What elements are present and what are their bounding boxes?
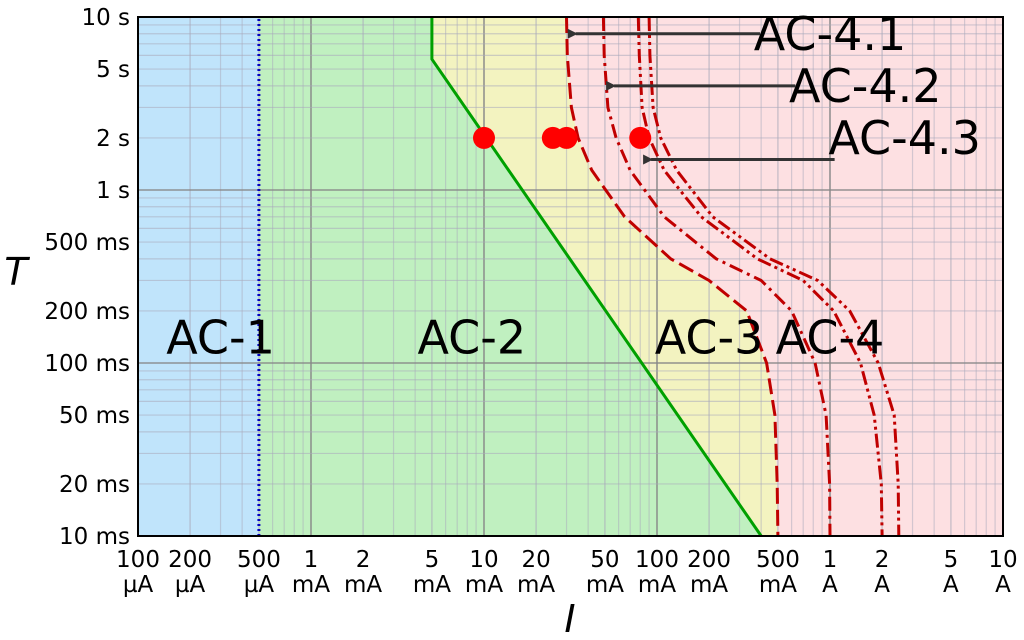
region-labels: AC-1 AC-2 AC-3 AC-4 [166,311,884,365]
x-tick-unit: µA [175,572,206,598]
region-label-ac-1: AC-1 [166,311,275,365]
x-tick-unit: µA [123,572,154,598]
region-ac-2 [258,17,762,536]
x-tick-label: 1 [823,547,838,573]
data-points [473,126,652,149]
x-tick-unit: A [874,572,890,598]
x-tick-unit: mA [465,572,503,598]
data-point [555,126,578,149]
data-point [629,126,652,149]
x-tick-unit: mA [344,572,382,598]
x-tick-label: 50 [590,547,619,573]
x-axis-label: I [564,597,575,640]
curve-label: AC-4.1 [754,7,907,61]
x-ticks: 100µA200µA500µA1mA2mA5mA10mA20mA50mA100m… [116,547,1018,598]
x-tick-label: 200 [687,547,731,573]
x-tick-unit: mA [586,572,624,598]
y-tick-label: 500 ms [44,230,130,256]
plot-frame [137,16,1004,537]
x-tick-unit: A [822,572,838,598]
x-tick-unit: A [995,572,1011,598]
x-tick-unit: mA [690,572,728,598]
region-ac-1 [138,17,259,536]
y-tick-label: 10 s [81,5,130,31]
boundary-c1 [565,17,780,536]
x-tick-label: 10 [988,547,1017,573]
x-tick-unit: mA [292,572,330,598]
x-tick-unit: mA [413,572,451,598]
x-tick-label: 100 [116,547,160,573]
boundaries [257,17,901,536]
boundary-c2 [601,17,832,536]
region-label-ac-4: AC-4 [776,311,885,365]
x-tick-unit: µA [244,572,275,598]
region-ac-4 [566,17,1003,536]
y-ticks: 10 s 5 s 2 s 1 s 500 ms 200 ms 100 ms 50 ms 20 m… [44,5,130,550]
x-tick-unit: mA [759,572,797,598]
region-label-ac-3: AC-3 [655,311,764,365]
y-axis-label: T [4,250,30,294]
data-point [473,126,495,149]
curve-label: AC-4.3 [828,111,981,165]
y-tick-label: 50 ms [59,403,130,429]
x-tick-label: 500 [756,547,800,573]
x-tick-unit: mA [517,572,555,598]
y-tick-label: 20 ms [59,472,130,498]
boundary-c3b [647,17,901,536]
x-tick-label: 5 [944,547,959,573]
boundary-c3 [636,17,884,536]
curve-label: AC-4.2 [789,59,942,113]
y-tick-label: 5 s [96,57,130,83]
y-tick-label: 100 ms [44,351,130,377]
region-label-ac-2: AC-2 [417,311,526,365]
y-tick-label: 1 s [96,178,130,204]
x-tick-label: 20 [521,547,550,573]
x-tick-label: 1 [304,547,319,573]
x-tick-label: 100 [635,547,679,573]
x-tick-label: 5 [425,547,440,573]
boundary-b [430,17,763,536]
y-tick-label: 200 ms [44,299,130,325]
x-tick-unit: mA [638,572,676,598]
x-tick-label: 2 [875,547,890,573]
x-tick-label: 10 [469,547,498,573]
x-tick-label: 2 [356,547,371,573]
x-tick-label: 200 [168,547,212,573]
grid [138,17,1003,536]
x-tick-label: 500 [237,547,281,573]
y-tick-label: 10 ms [59,524,130,550]
annotations: AC-4.1AC-4.2AC-4.3 [567,7,981,165]
x-tick-unit: A [943,572,959,598]
y-tick-label: 2 s [96,126,130,152]
